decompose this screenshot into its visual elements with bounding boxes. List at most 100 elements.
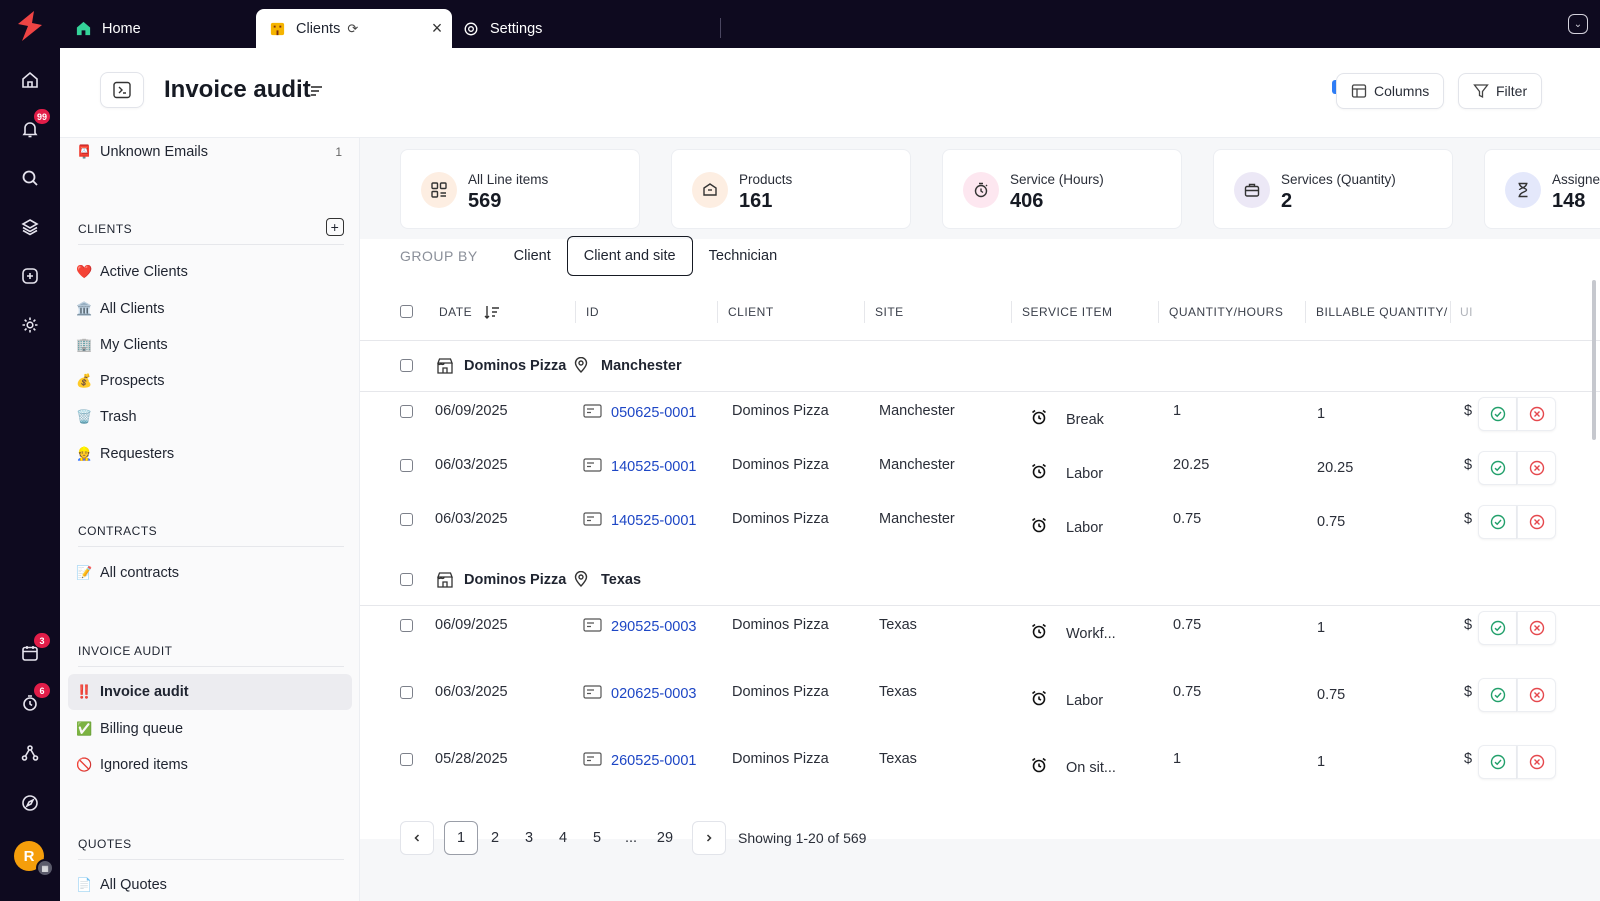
sidebar-item-all-clients[interactable]: 🏛️ All Clients <box>68 291 352 327</box>
group-by-technician[interactable]: Technician <box>708 248 778 264</box>
toggle-sidebar-button[interactable] <box>100 72 144 108</box>
tab-home[interactable]: Home <box>74 9 141 48</box>
column-header-date[interactable]: DATE <box>439 305 500 319</box>
row-checkbox[interactable] <box>400 513 413 526</box>
approve-button[interactable] <box>1478 611 1517 645</box>
sidebar-item-prospects[interactable]: 💰 Prospects <box>68 363 352 399</box>
row-ticket-id-link[interactable]: 260525-0001 <box>611 753 697 769</box>
approve-button[interactable] <box>1478 505 1517 539</box>
column-separator[interactable] <box>1158 301 1159 323</box>
page-3[interactable]: 3 <box>524 830 534 846</box>
row-checkbox[interactable] <box>400 686 413 699</box>
column-header-service-item[interactable]: SERVICE ITEM <box>1022 305 1113 319</box>
approve-button[interactable] <box>1478 451 1517 485</box>
approve-button[interactable] <box>1478 678 1517 712</box>
stat-card-all-line-items[interactable]: All Line items 569 <box>400 149 640 229</box>
vertical-scrollbar[interactable] <box>1592 280 1596 440</box>
page-5[interactable]: 5 <box>592 830 602 846</box>
stat-card-products[interactable]: Products 161 <box>671 149 911 229</box>
sidebar-item-invoice-audit[interactable]: ‼️ Invoice audit <box>68 674 352 710</box>
row-ticket-id-link[interactable]: 020625-0003 <box>611 686 697 702</box>
sidebar-item-trash[interactable]: 🗑️ Trash <box>68 399 352 435</box>
sidebar-item-unknown-emails[interactable]: 📮 Unknown Emails 1 <box>68 138 352 170</box>
table-row[interactable]: 06/03/2025 140525-0001 Dominos Pizza Manche… <box>360 446 1600 500</box>
table-row[interactable]: 06/09/2025 050625-0001 Dominos Pizza Manche… <box>360 392 1600 446</box>
rail-add-icon[interactable] <box>16 262 44 290</box>
group-by-client[interactable]: Client <box>513 248 551 264</box>
table-row[interactable]: 06/03/2025 140525-0001 Dominos Pizza Manche… <box>360 500 1600 554</box>
column-separator[interactable] <box>1305 301 1306 323</box>
sidebar-item-ignored-items[interactable]: 🚫 Ignored items <box>68 747 352 783</box>
table-row[interactable]: 06/09/2025 290525-0003 Dominos Pizza Texas W… <box>360 606 1600 673</box>
stat-card-service-hours[interactable]: Service (Hours) 406 <box>942 149 1182 229</box>
rail-layers-icon[interactable] <box>16 213 44 241</box>
sidebar-item-active-clients[interactable]: ❤️ Active Clients <box>68 254 352 290</box>
approve-button[interactable] <box>1478 745 1517 779</box>
reject-button[interactable] <box>1517 505 1556 539</box>
app-logo-icon[interactable] <box>12 8 48 44</box>
rail-settings-icon[interactable] <box>16 311 44 339</box>
rail-search-icon[interactable] <box>16 164 44 192</box>
column-separator[interactable] <box>1450 301 1451 323</box>
rail-calendar-icon[interactable]: 3 <box>16 633 50 667</box>
column-header-billable-quantity[interactable]: BILLABLE QUANTITY/H <box>1316 305 1448 319</box>
table-row[interactable]: 05/28/2025 260525-0001 Dominos Pizza Texas O… <box>360 740 1600 807</box>
group-row-manchester[interactable]: Dominos Pizza Manchester <box>360 340 1600 392</box>
sort-icon[interactable] <box>484 305 500 319</box>
tab-settings[interactable]: Settings <box>462 9 542 48</box>
columns-button[interactable]: Columns <box>1336 73 1445 109</box>
previous-page-button[interactable] <box>400 821 434 855</box>
close-tab-icon[interactable]: × <box>431 18 443 38</box>
reject-button[interactable] <box>1517 745 1556 779</box>
reject-button[interactable] <box>1517 678 1556 712</box>
filter-button[interactable]: Filter <box>1458 73 1543 109</box>
reject-button[interactable] <box>1517 451 1556 485</box>
column-separator[interactable] <box>864 301 865 323</box>
column-header-id[interactable]: ID <box>586 305 599 319</box>
column-header-unit[interactable]: UI <box>1460 305 1473 319</box>
group-checkbox[interactable] <box>400 573 413 586</box>
row-ticket-id-link[interactable]: 140525-0001 <box>611 513 697 529</box>
page-4[interactable]: 4 <box>558 830 568 846</box>
page-2[interactable]: 2 <box>490 830 500 846</box>
reject-button[interactable] <box>1517 397 1556 431</box>
approve-button[interactable] <box>1478 397 1517 431</box>
stat-card-assigned[interactable]: Assigne 148 <box>1484 149 1600 229</box>
add-client-button[interactable]: + <box>326 218 344 236</box>
rail-workflow-icon[interactable] <box>16 739 44 767</box>
column-header-quantity-hours[interactable]: QUANTITY/HOURS <box>1169 305 1284 319</box>
rail-timer-icon[interactable]: 6 <box>16 683 50 717</box>
column-separator[interactable] <box>1011 301 1012 323</box>
sidebar-item-my-clients[interactable]: 🏢 My Clients <box>68 327 352 363</box>
row-checkbox[interactable] <box>400 753 413 766</box>
row-ticket-id-link[interactable]: 050625-0001 <box>611 405 697 421</box>
sidebar-item-all-quotes[interactable]: 📄 All Quotes <box>68 867 352 901</box>
chevron-down-icon[interactable]: ⌄ <box>1568 14 1588 34</box>
row-ticket-id-link[interactable]: 140525-0001 <box>611 459 697 475</box>
group-checkbox[interactable] <box>400 359 413 372</box>
column-header-client[interactable]: CLIENT <box>728 305 774 319</box>
tab-clients[interactable]: Clients ⟳ × <box>256 9 452 48</box>
reject-button[interactable] <box>1517 611 1556 645</box>
rail-home-icon[interactable] <box>16 66 44 94</box>
page-29[interactable]: 29 <box>656 830 674 846</box>
select-all-checkbox[interactable] <box>400 305 413 318</box>
column-separator[interactable] <box>717 301 718 323</box>
sidebar-item-all-contracts[interactable]: 📝 All contracts <box>68 555 352 591</box>
sidebar-item-requesters[interactable]: 👷 Requesters <box>68 436 352 472</box>
row-checkbox[interactable] <box>400 459 413 472</box>
column-header-site[interactable]: SITE <box>875 305 904 319</box>
row-checkbox[interactable] <box>400 405 413 418</box>
stat-card-services-quantity[interactable]: Services (Quantity) 2 <box>1213 149 1453 229</box>
rail-notifications-icon[interactable]: 99 <box>16 109 50 143</box>
row-ticket-id-link[interactable]: 290525-0003 <box>611 619 697 635</box>
refresh-icon[interactable]: ⟳ <box>347 20 359 36</box>
workspace-avatar-icon[interactable]: ▦ <box>36 859 54 877</box>
table-row[interactable]: 06/03/2025 020625-0003 Dominos Pizza Texas L… <box>360 673 1600 740</box>
page-1[interactable]: 1 <box>444 821 478 855</box>
sidebar-item-billing-queue[interactable]: ✅ Billing queue <box>68 711 352 747</box>
group-by-client-and-site[interactable]: Client and site <box>566 236 693 276</box>
group-row-texas[interactable]: Dominos Pizza Texas <box>360 554 1600 606</box>
title-menu-icon[interactable] <box>310 84 324 98</box>
rail-compass-icon[interactable] <box>16 789 44 817</box>
